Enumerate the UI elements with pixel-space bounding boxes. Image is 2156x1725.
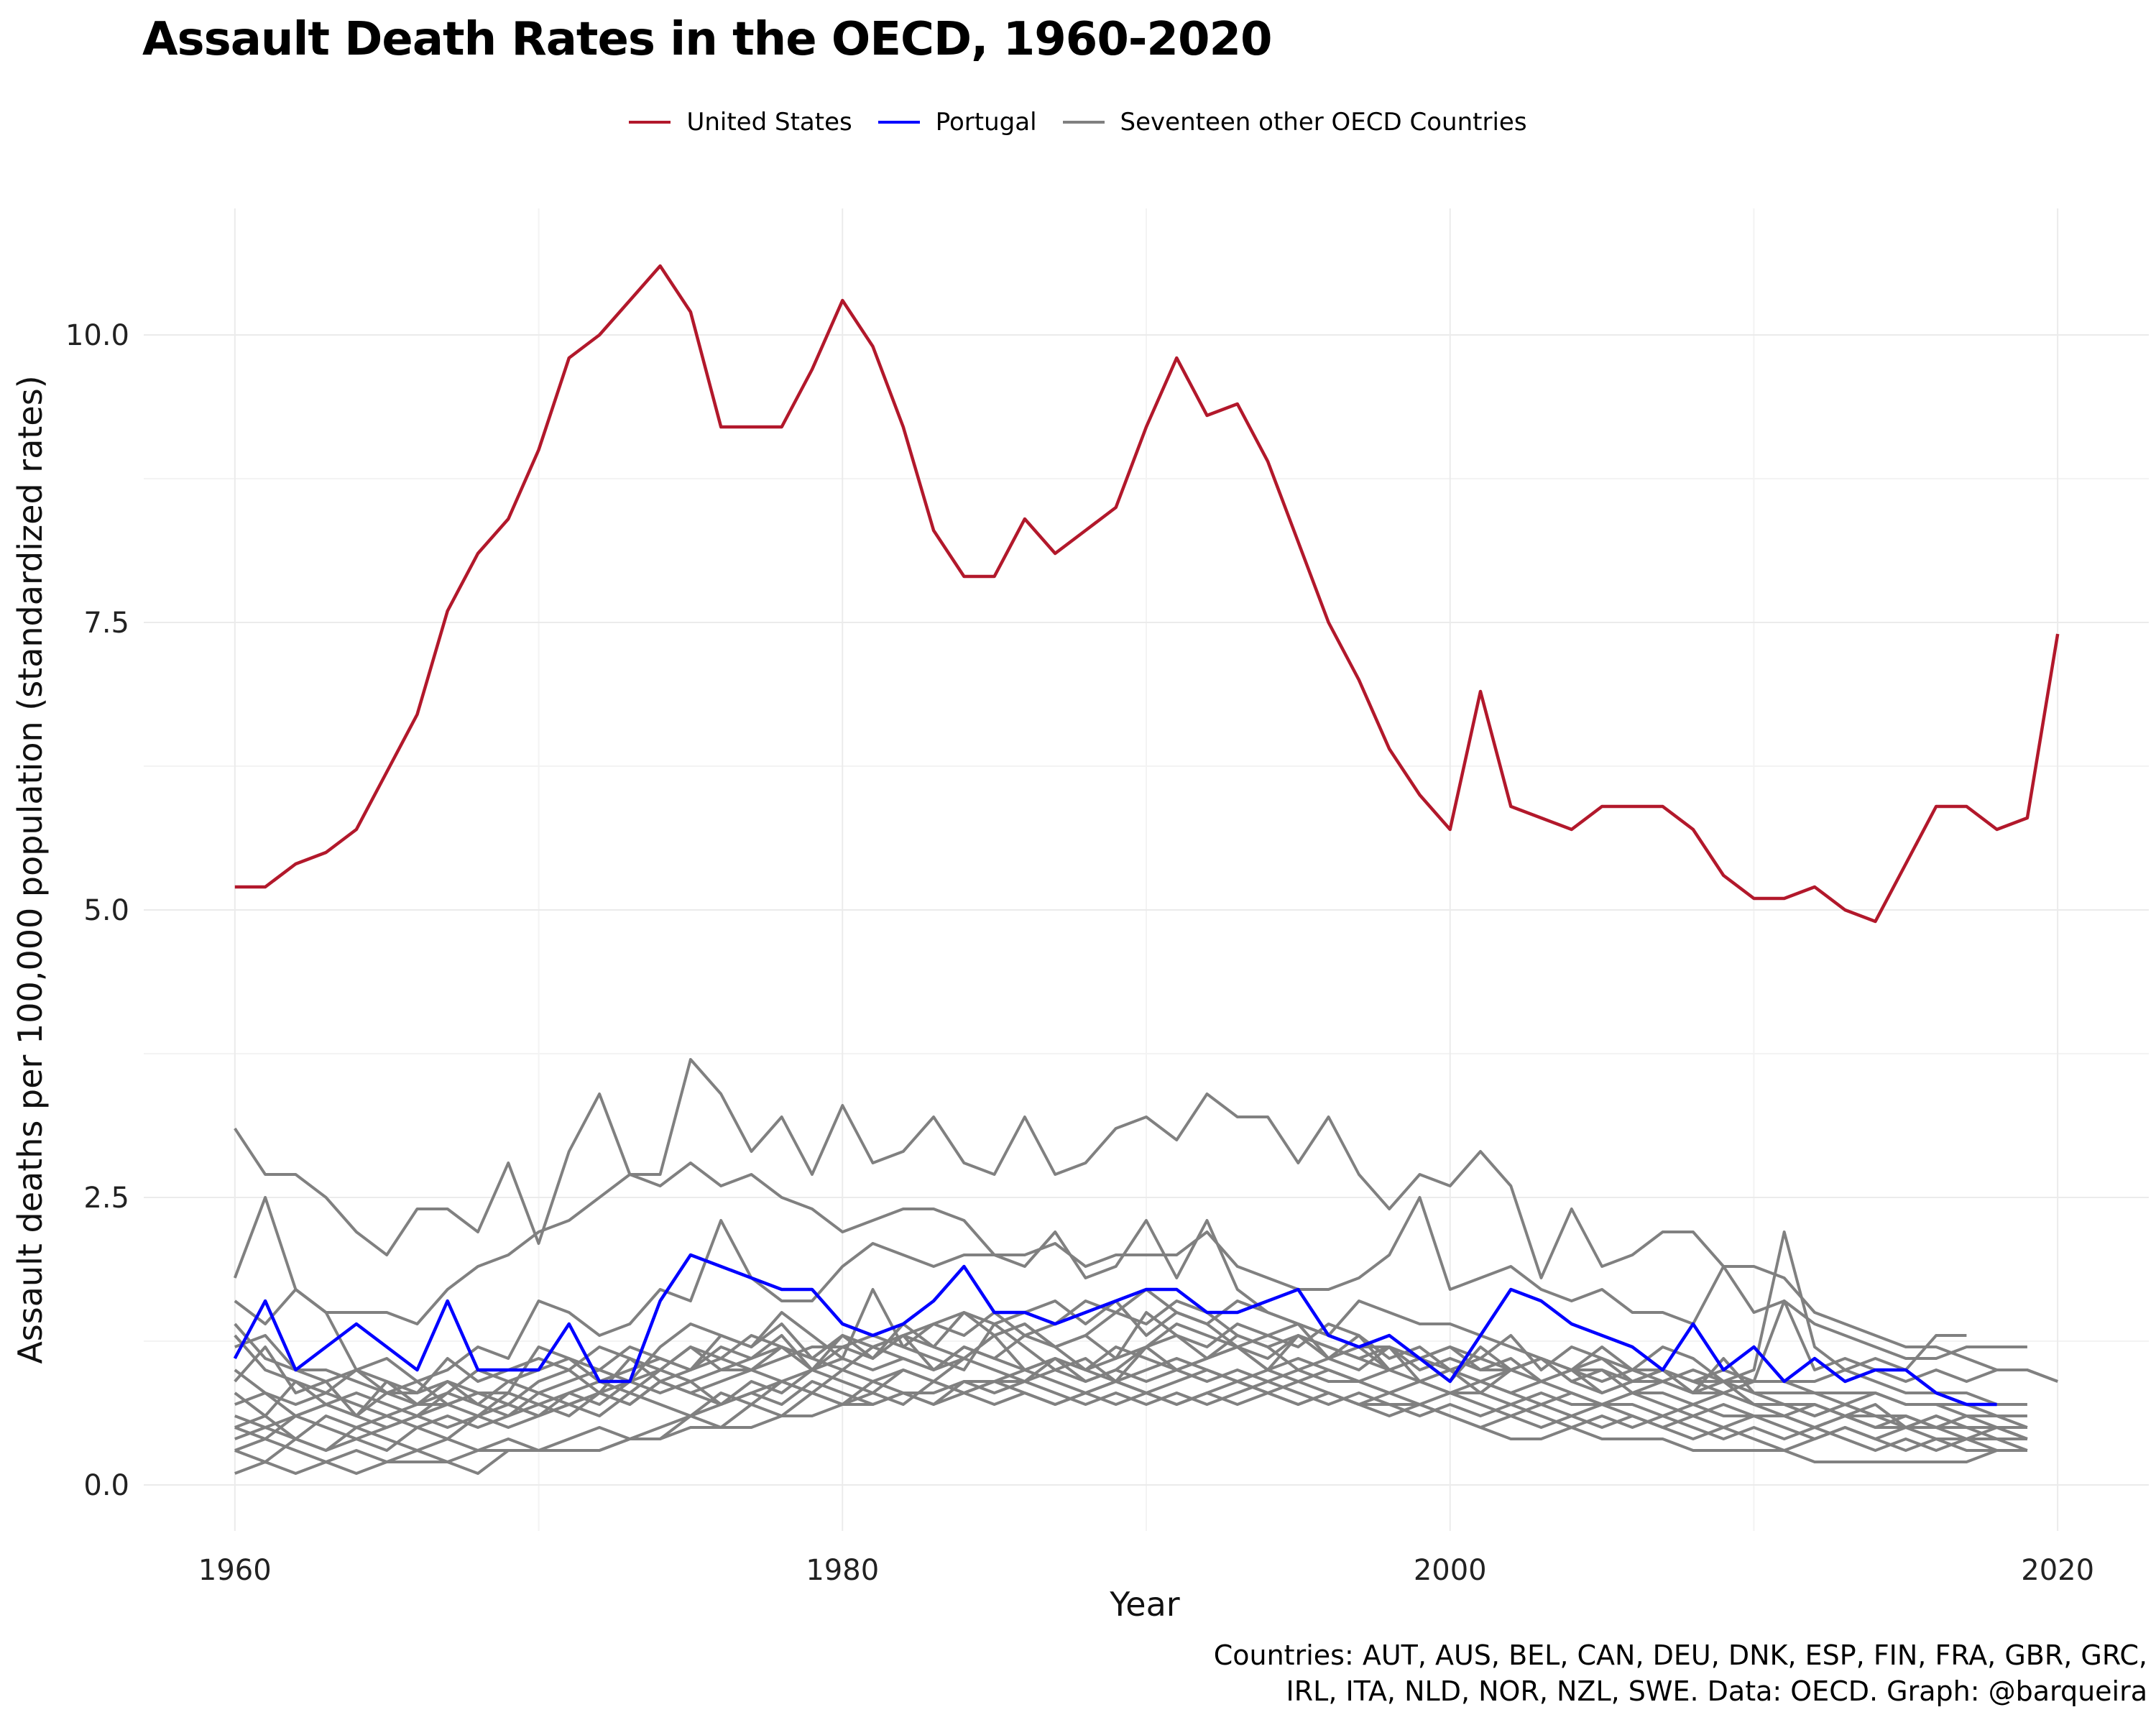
legend-item-united-states: United States [629, 108, 852, 137]
legend-label-united-states: United States [686, 108, 852, 137]
legend-label-portugal: Portugal [935, 108, 1037, 137]
x-axis-title: Year [1109, 1585, 1179, 1624]
x-tick-label: 1960 [198, 1554, 272, 1587]
other-country-line-17 [234, 1230, 1967, 1417]
other-country-line-16 [234, 1300, 2058, 1394]
portugal-line [233, 1253, 1997, 1407]
legend-label-other-countries: Seventeen other OECD Countries [1120, 108, 1527, 137]
other-country-line-3 [234, 1219, 2027, 1406]
y-axis-title: Assault deaths per 100,000 population (s… [11, 375, 50, 1363]
other-country-line-6 [234, 1288, 2027, 1417]
united-states-series [234, 264, 2060, 924]
united-states-line [234, 264, 2060, 924]
y-tick-label: 0.0 [83, 1469, 129, 1502]
line-chart: 1960 1980 2000 2020 0.0 2.5 5.0 7.5 10.0 Year As… [11, 208, 2149, 1624]
caption-line-1: Countries: AUT, AUS, BEL, CAN, DEU, DNK,… [1213, 1639, 2147, 1671]
legend-swatch-united-states [629, 121, 671, 124]
legend: United States Portugal Seventeen other O… [0, 108, 2156, 137]
legend-item-portugal: Portugal [877, 108, 1037, 137]
grid [144, 208, 2149, 1531]
other-country-line-15 [234, 1368, 2028, 1475]
other-country-line-1 [234, 1058, 2058, 1383]
other-countries-series [233, 1058, 2058, 1475]
y-tick-label: 5.0 [83, 894, 129, 927]
legend-swatch-other-countries [1062, 121, 1105, 124]
caption: Countries: AUT, AUS, BEL, CAN, DEU, DNK,… [1141, 1637, 2147, 1709]
axis-ticks: 1960 1980 2000 2020 0.0 2.5 5.0 7.5 10.0 [65, 319, 2094, 1587]
y-tick-label: 10.0 [65, 319, 129, 352]
other-country-line-13 [234, 1380, 2027, 1452]
portugal-series [233, 1253, 1997, 1407]
y-tick-label: 2.5 [83, 1182, 129, 1215]
other-country-line-2 [233, 1162, 2027, 1360]
x-tick-label: 2020 [2021, 1554, 2094, 1587]
chart-title: Assault Death Rates in the OECD, 1960-20… [142, 13, 1273, 66]
y-tick-label: 7.5 [83, 607, 129, 640]
x-tick-label: 1980 [806, 1554, 879, 1587]
legend-swatch-portugal [877, 121, 920, 124]
legend-item-other-countries: Seventeen other OECD Countries [1062, 108, 1527, 137]
other-country-line-10 [234, 1322, 2027, 1440]
x-tick-label: 2000 [1414, 1554, 1487, 1587]
caption-line-2: IRL, ITA, NLD, NOR, NZL, SWE. Data: OECD… [1286, 1675, 2147, 1707]
